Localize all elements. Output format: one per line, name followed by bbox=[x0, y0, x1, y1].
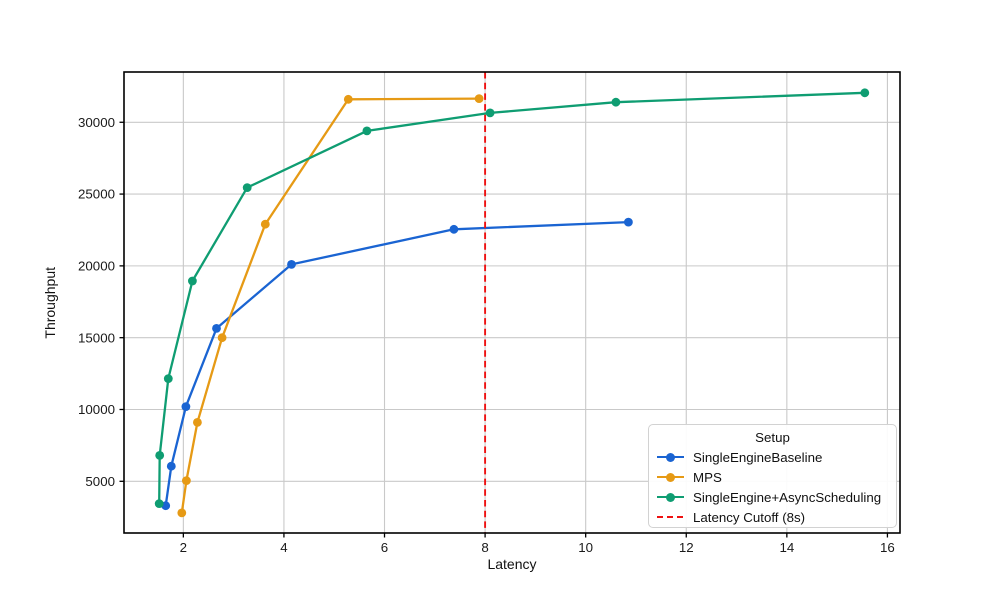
data-point-marker bbox=[193, 418, 202, 427]
data-point-marker bbox=[217, 333, 227, 343]
legend-marker-swatch bbox=[666, 472, 675, 482]
data-point-marker bbox=[163, 374, 173, 383]
data-point-marker bbox=[242, 183, 252, 193]
legend-marker-swatch bbox=[666, 452, 675, 462]
x-tick-label: 4 bbox=[280, 540, 287, 555]
legend-label: SingleEngine+AsyncScheduling bbox=[693, 489, 882, 505]
data-point-marker bbox=[362, 126, 372, 136]
data-point-marker bbox=[188, 276, 197, 286]
x-tick-label: 6 bbox=[381, 540, 388, 555]
x-tick-label: 2 bbox=[180, 540, 187, 555]
data-point-marker bbox=[260, 219, 270, 229]
y-tick-label: 5000 bbox=[85, 474, 115, 489]
y-tick-label: 10000 bbox=[78, 402, 115, 417]
y-axis-label-wrap: Throughput bbox=[40, 72, 60, 533]
data-point-marker bbox=[485, 108, 495, 118]
legend-item-SingleEngineBaseline: SingleEngineBaseline bbox=[649, 447, 896, 467]
legend-sample bbox=[657, 512, 684, 523]
legend-label: Latency Cutoff (8s) bbox=[693, 509, 806, 525]
data-point-marker bbox=[449, 224, 459, 234]
legend-label: SingleEngineBaseline bbox=[693, 449, 823, 465]
y-tick-label: 30000 bbox=[78, 115, 115, 130]
x-tick-label: 14 bbox=[779, 540, 794, 555]
legend-label: MPS bbox=[693, 469, 722, 485]
data-point-marker bbox=[181, 402, 191, 411]
data-point-marker bbox=[154, 499, 164, 508]
legend: Setup SingleEngineBaseline MPS SingleEngin… bbox=[648, 424, 897, 528]
data-point-marker bbox=[182, 476, 191, 485]
series-line-SingleEngineBaseline bbox=[164, 220, 629, 506]
legend-marker-swatch bbox=[666, 492, 675, 502]
legend-item-MPS: MPS bbox=[649, 467, 896, 487]
data-point-marker bbox=[624, 217, 633, 227]
data-point-marker bbox=[166, 461, 176, 471]
y-tick-label: 20000 bbox=[78, 258, 115, 273]
x-axis-label: Latency bbox=[487, 556, 537, 572]
data-point-marker bbox=[474, 94, 484, 103]
data-point-marker bbox=[177, 508, 187, 518]
x-tick-label: 10 bbox=[578, 540, 593, 555]
x-tick-label: 8 bbox=[481, 540, 488, 555]
y-axis-label: Throughput bbox=[42, 266, 58, 339]
legend-dashed-swatch bbox=[657, 515, 684, 519]
data-point-marker bbox=[860, 88, 870, 98]
data-point-marker bbox=[287, 260, 296, 269]
legend-sample bbox=[657, 472, 684, 483]
x-tick-label: 12 bbox=[679, 540, 694, 555]
data-point-marker bbox=[343, 94, 353, 104]
plot-border bbox=[123, 71, 901, 534]
legend-title: Setup bbox=[755, 430, 790, 445]
legend-items: SingleEngineBaseline MPS SingleEngine+Asyn… bbox=[649, 447, 896, 527]
data-point-marker bbox=[155, 451, 165, 460]
legend-sample bbox=[657, 492, 684, 503]
y-tick-label: 15000 bbox=[78, 330, 115, 345]
data-point-marker bbox=[611, 97, 621, 107]
data-point-marker bbox=[212, 324, 221, 333]
legend-sample bbox=[657, 452, 684, 463]
legend-item-SingleEngine+AsyncScheduling: SingleEngine+AsyncScheduling bbox=[649, 487, 896, 507]
y-tick-label: 25000 bbox=[78, 187, 115, 202]
x-tick-label: 16 bbox=[880, 540, 895, 555]
series-line-MPS bbox=[180, 97, 480, 514]
legend-item-latency-cutoff: Latency Cutoff (8s) bbox=[649, 507, 896, 527]
